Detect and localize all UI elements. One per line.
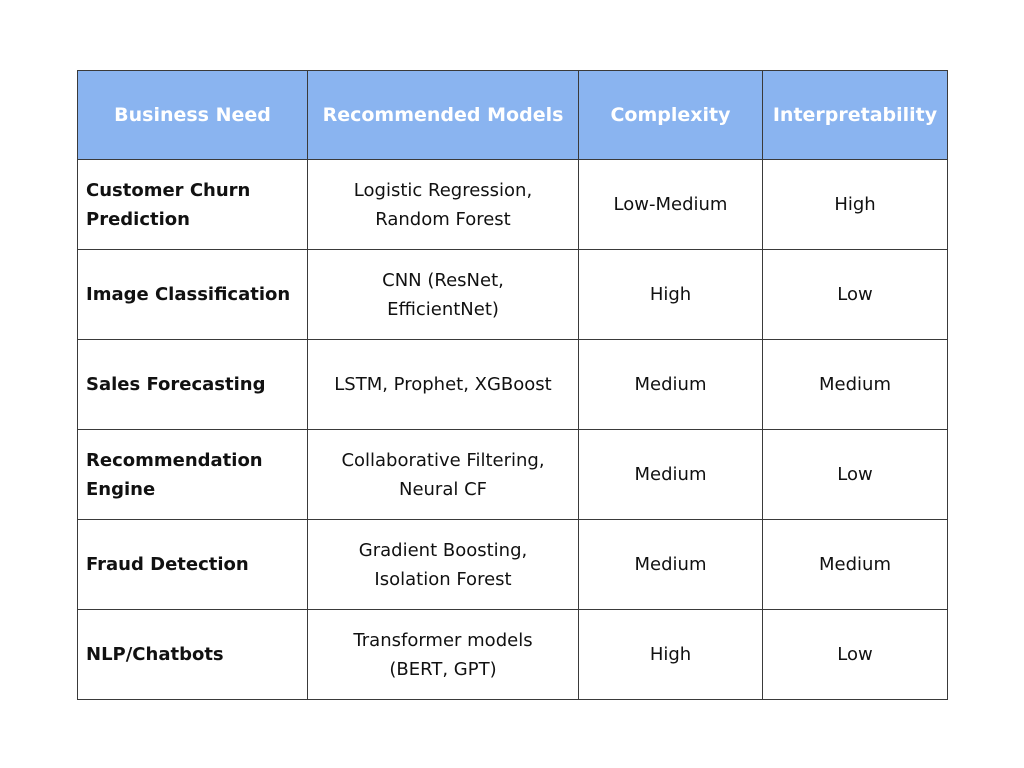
model-table: Business Need Recommended Models Complexit… (77, 70, 948, 700)
row-label: Customer Churn Prediction (77, 159, 308, 250)
table-row: Fraud Detection Gradient Boosting, Isolat… (77, 519, 948, 610)
header-cell: Complexity (578, 70, 763, 160)
table-row: Recommendation Engine Collaborative Filte… (77, 429, 948, 520)
header-cell: Interpretability (762, 70, 948, 160)
table-cell: Transformer models (BERT, GPT) (307, 609, 579, 700)
row-label: Image Classification (77, 249, 308, 340)
table-cell: LSTM, Prophet, XGBoost (307, 339, 579, 430)
table-cell: Medium (762, 339, 948, 430)
table-cell: Medium (762, 519, 948, 610)
row-label: Recommendation Engine (77, 429, 308, 520)
table-row: Image Classification CNN (ResNet, Efficie… (77, 249, 948, 340)
table-body: Customer Churn Prediction Logistic Regres… (77, 159, 948, 700)
table-cell: Medium (578, 519, 763, 610)
header-row: Business Need Recommended Models Complexit… (77, 70, 948, 160)
table-cell: Logistic Regression, Random Forest (307, 159, 579, 250)
table-cell: CNN (ResNet, EfficientNet) (307, 249, 579, 340)
table-cell: Low (762, 429, 948, 520)
table-cell: Gradient Boosting, Isolation Forest (307, 519, 579, 610)
table-cell: High (578, 249, 763, 340)
table-row: NLP/Chatbots Transformer models (BERT, GP… (77, 609, 948, 700)
table-cell: Medium (578, 429, 763, 520)
table-cell: Low (762, 249, 948, 340)
table-row: Sales Forecasting LSTM, Prophet, XGBoost M… (77, 339, 948, 430)
table-cell: Collaborative Filtering, Neural CF (307, 429, 579, 520)
row-label: Sales Forecasting (77, 339, 308, 430)
header-cell: Recommended Models (307, 70, 579, 160)
row-label: Fraud Detection (77, 519, 308, 610)
table-cell: High (578, 609, 763, 700)
row-label: NLP/Chatbots (77, 609, 308, 700)
table-cell: High (762, 159, 948, 250)
table-cell: Medium (578, 339, 763, 430)
table-cell: Low (762, 609, 948, 700)
header-cell: Business Need (77, 70, 308, 160)
table-cell: Low-Medium (578, 159, 763, 250)
table-row: Customer Churn Prediction Logistic Regres… (77, 159, 948, 250)
